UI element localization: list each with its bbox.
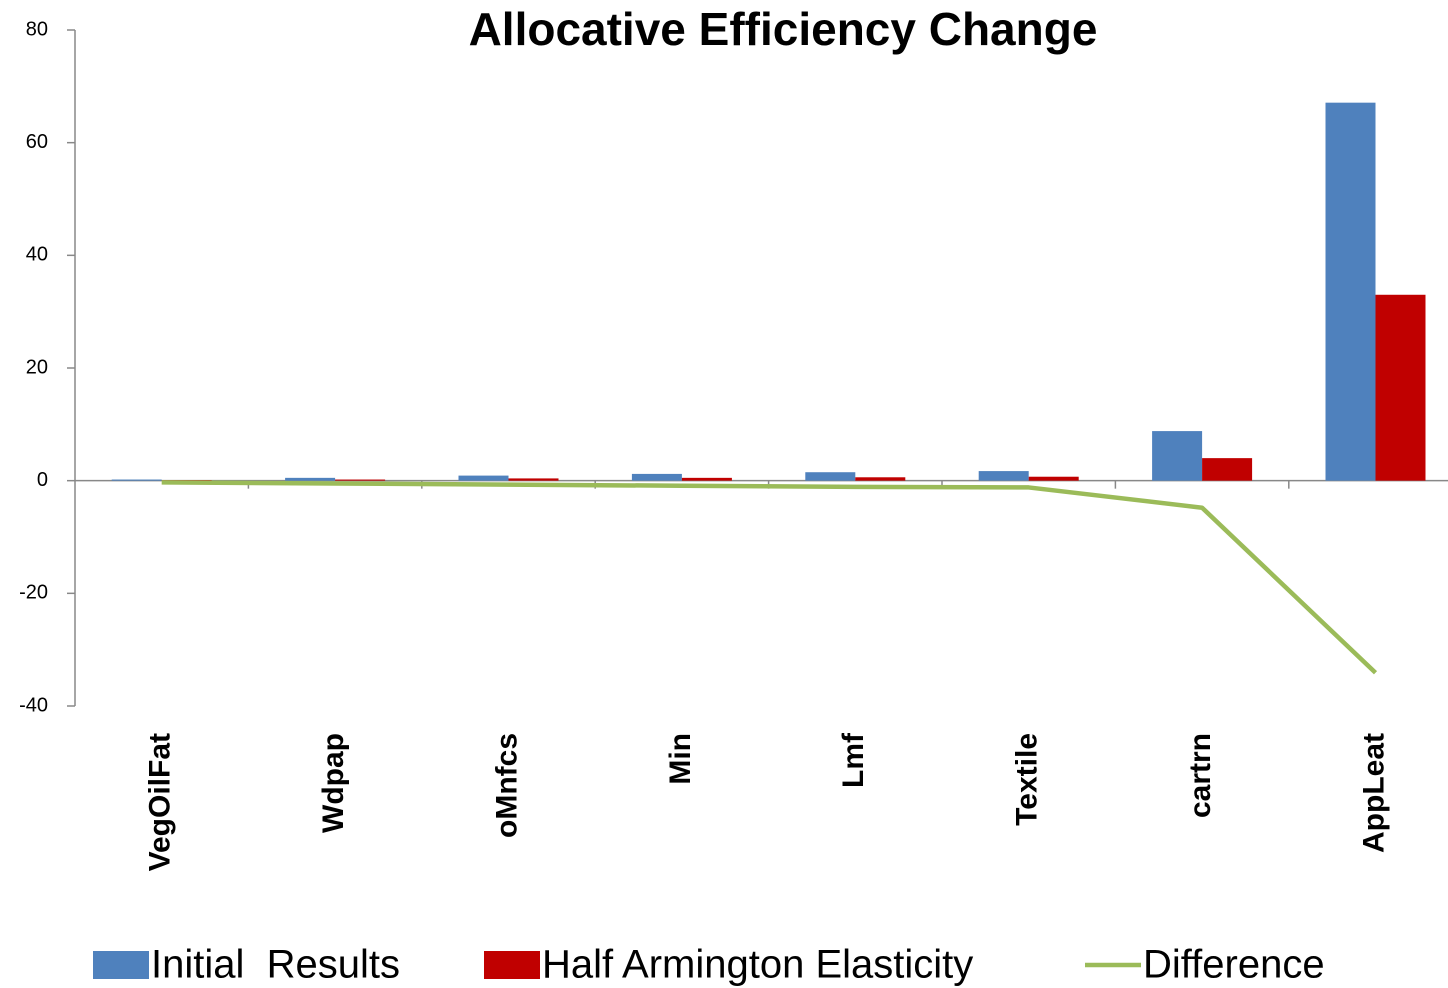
bar xyxy=(508,478,559,481)
y-tick-label: 40 xyxy=(26,244,48,266)
legend-label: Difference xyxy=(1143,943,1325,987)
x-tick-label: oMnfcs xyxy=(490,733,523,838)
bar xyxy=(805,472,856,481)
x-tick-label: Textile xyxy=(1011,733,1044,826)
x-tick-label: Min xyxy=(664,733,697,785)
bar xyxy=(681,477,732,481)
bar xyxy=(458,475,509,481)
legend-swatch xyxy=(93,951,149,979)
bar xyxy=(335,479,386,481)
y-tick-label: -40 xyxy=(19,694,48,716)
legend-swatch xyxy=(484,951,540,979)
y-tick-label: 80 xyxy=(26,18,48,40)
line xyxy=(161,480,1378,675)
bar xyxy=(1152,431,1203,481)
y-tick-label: -20 xyxy=(19,582,48,604)
x-tick-label: Wdpap xyxy=(317,733,350,833)
legend-label: Half Armington Elasticity xyxy=(542,943,973,987)
x-tick-label: VegOilFat xyxy=(144,733,177,871)
bar xyxy=(1202,458,1253,481)
x-tick-label: Lmf xyxy=(837,732,870,788)
y-tick-label: 0 xyxy=(37,469,48,491)
bar xyxy=(285,477,336,481)
bar xyxy=(855,477,906,481)
bar xyxy=(1325,102,1376,481)
y-tick-label: 60 xyxy=(26,131,48,153)
legend-label: Initial Results xyxy=(151,943,400,987)
chart-title: Allocative Efficiency Change xyxy=(469,3,1098,55)
bar xyxy=(1375,294,1426,481)
bar xyxy=(111,479,162,481)
y-tick-label: 20 xyxy=(26,356,48,378)
x-tick-label: cartrn xyxy=(1184,733,1217,818)
bar xyxy=(631,473,682,481)
bar xyxy=(978,471,1029,481)
x-tick-label: AppLeat xyxy=(1357,733,1390,853)
bar xyxy=(1028,476,1079,481)
